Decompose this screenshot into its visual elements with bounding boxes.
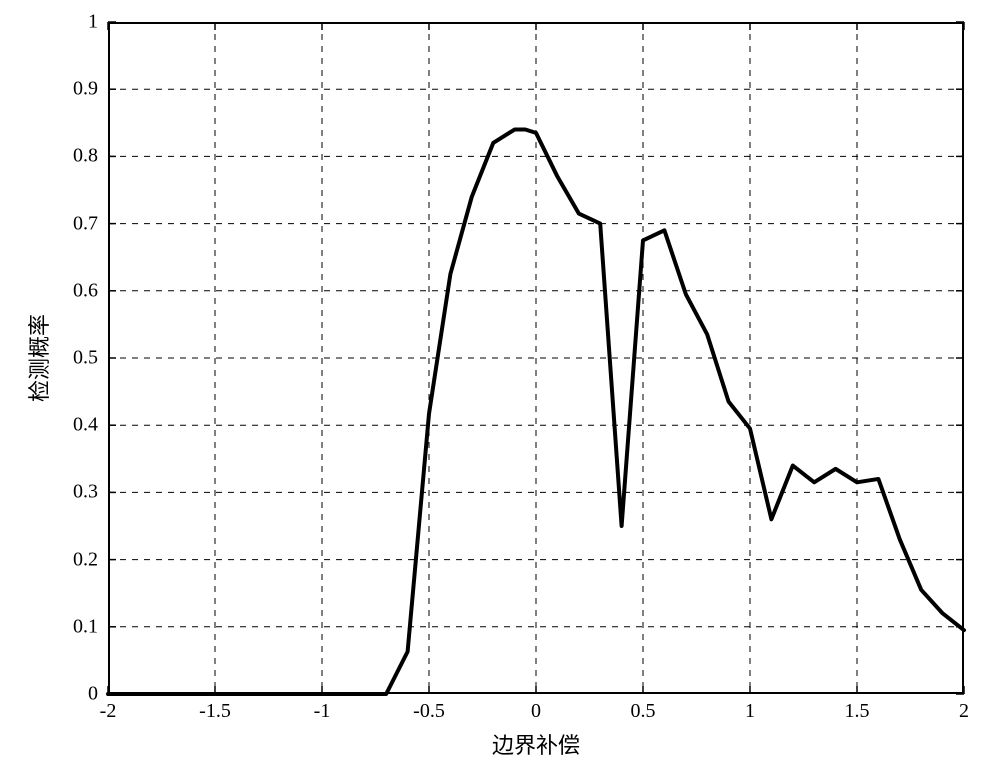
y-axis-label: 检测概率	[22, 314, 54, 402]
y-tick-label: 0.3	[73, 481, 98, 504]
y-tick-label: 0.4	[73, 414, 98, 437]
x-tick-label: 1.5	[845, 700, 870, 723]
y-tick-label: 0.9	[73, 78, 98, 101]
x-tick-label: 2	[959, 700, 969, 723]
y-tick-label: 0	[88, 683, 98, 706]
figure: -2 -1.5 -1 -0.5 0 0.5 1 1.5 2 0 0.1 0.2 0.3 0.4 0.5 0.6…	[0, 0, 1000, 782]
y-tick-label: 0.1	[73, 615, 98, 638]
x-tick-label: 1	[745, 700, 755, 723]
y-tick-label: 0.8	[73, 145, 98, 168]
x-tick-label: -0.5	[413, 700, 445, 723]
x-axis-label: 边界补偿	[492, 728, 580, 760]
x-tick-label: -1	[314, 700, 331, 723]
y-tick-label: 1	[88, 11, 98, 34]
series-line	[108, 130, 964, 694]
y-tick-label: 0.7	[73, 212, 98, 235]
y-tick-label: 0.6	[73, 279, 98, 302]
y-tick-label: 0.2	[73, 548, 98, 571]
y-tick-label: 0.5	[73, 347, 98, 370]
x-tick-label: 0.5	[631, 700, 656, 723]
x-tick-label: -1.5	[199, 700, 231, 723]
line-layer	[0, 0, 1000, 782]
x-tick-label: -2	[100, 700, 117, 723]
x-tick-label: 0	[531, 700, 541, 723]
